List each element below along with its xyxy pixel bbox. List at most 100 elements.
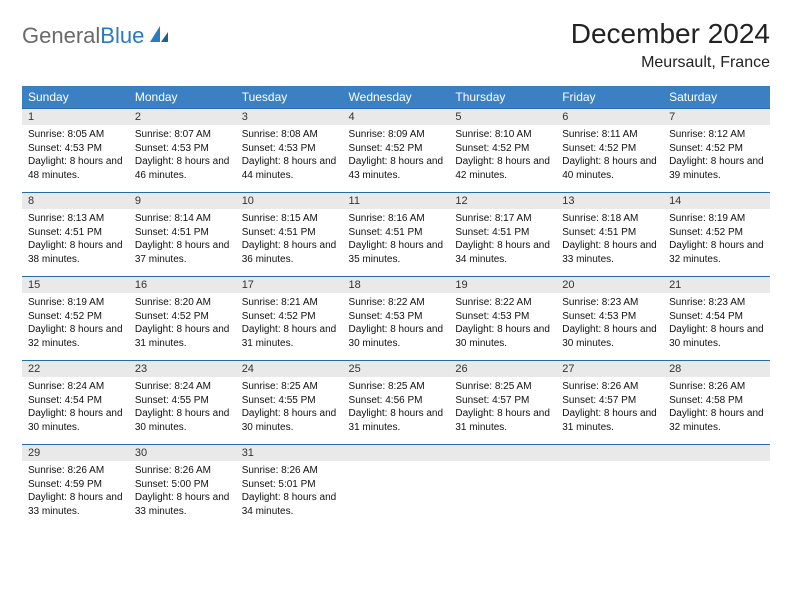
day-body: Sunrise: 8:14 AMSunset: 4:51 PMDaylight:…: [129, 209, 236, 270]
sunset-line: Sunset: 4:52 PM: [349, 142, 444, 156]
day-body: Sunrise: 8:11 AMSunset: 4:52 PMDaylight:…: [556, 125, 663, 186]
sunset-line: Sunset: 4:51 PM: [28, 226, 123, 240]
calendar-head: SundayMondayTuesdayWednesdayThursdayFrid…: [22, 86, 770, 108]
calendar-day: 31Sunrise: 8:26 AMSunset: 5:01 PMDayligh…: [236, 444, 343, 528]
header: GeneralBlue December 2024 Meursault, Fra…: [22, 18, 770, 72]
sunset-line: Sunset: 4:52 PM: [562, 142, 657, 156]
sunset-line: Sunset: 4:52 PM: [669, 226, 764, 240]
day-number: 31: [236, 444, 343, 461]
day-number: 23: [129, 360, 236, 377]
sunset-line: Sunset: 4:53 PM: [242, 142, 337, 156]
sunset-line: Sunset: 4:53 PM: [455, 310, 550, 324]
day-body: Sunrise: 8:25 AMSunset: 4:57 PMDaylight:…: [449, 377, 556, 438]
sunset-line: Sunset: 4:58 PM: [669, 394, 764, 408]
daylight-line: Daylight: 8 hours and 39 minutes.: [669, 155, 764, 182]
sunrise-line: Sunrise: 8:24 AM: [135, 380, 230, 394]
daylight-line: Daylight: 8 hours and 37 minutes.: [135, 239, 230, 266]
sunrise-line: Sunrise: 8:25 AM: [349, 380, 444, 394]
calendar-day: 21Sunrise: 8:23 AMSunset: 4:54 PMDayligh…: [663, 276, 770, 360]
day-number: 10: [236, 192, 343, 209]
day-body: Sunrise: 8:26 AMSunset: 4:57 PMDaylight:…: [556, 377, 663, 438]
daylight-line: Daylight: 8 hours and 31 minutes.: [349, 407, 444, 434]
day-body: Sunrise: 8:19 AMSunset: 4:52 PMDaylight:…: [663, 209, 770, 270]
day-number: 9: [129, 192, 236, 209]
day-body: Sunrise: 8:09 AMSunset: 4:52 PMDaylight:…: [343, 125, 450, 186]
sunrise-line: Sunrise: 8:26 AM: [135, 464, 230, 478]
sunset-line: Sunset: 4:51 PM: [349, 226, 444, 240]
daylight-line: Daylight: 8 hours and 30 minutes.: [562, 323, 657, 350]
calendar-day: 2Sunrise: 8:07 AMSunset: 4:53 PMDaylight…: [129, 108, 236, 192]
calendar-day: 24Sunrise: 8:25 AMSunset: 4:55 PMDayligh…: [236, 360, 343, 444]
sunset-line: Sunset: 4:53 PM: [28, 142, 123, 156]
calendar-day: 22Sunrise: 8:24 AMSunset: 4:54 PMDayligh…: [22, 360, 129, 444]
sunset-line: Sunset: 4:53 PM: [135, 142, 230, 156]
day-body: Sunrise: 8:07 AMSunset: 4:53 PMDaylight:…: [129, 125, 236, 186]
weekday-header: Sunday: [22, 86, 129, 108]
day-number: 7: [663, 108, 770, 125]
day-body: Sunrise: 8:24 AMSunset: 4:55 PMDaylight:…: [129, 377, 236, 438]
daylight-line: Daylight: 8 hours and 33 minutes.: [28, 491, 123, 518]
sunrise-line: Sunrise: 8:05 AM: [28, 128, 123, 142]
daylight-line: Daylight: 8 hours and 33 minutes.: [562, 239, 657, 266]
calendar-week: 29Sunrise: 8:26 AMSunset: 4:59 PMDayligh…: [22, 444, 770, 528]
sunset-line: Sunset: 5:01 PM: [242, 478, 337, 492]
sunrise-line: Sunrise: 8:13 AM: [28, 212, 123, 226]
calendar-day: 23Sunrise: 8:24 AMSunset: 4:55 PMDayligh…: [129, 360, 236, 444]
day-number: 6: [556, 108, 663, 125]
calendar-day: 11Sunrise: 8:16 AMSunset: 4:51 PMDayligh…: [343, 192, 450, 276]
calendar-day: 15Sunrise: 8:19 AMSunset: 4:52 PMDayligh…: [22, 276, 129, 360]
daylight-line: Daylight: 8 hours and 34 minutes.: [455, 239, 550, 266]
sunrise-line: Sunrise: 8:26 AM: [669, 380, 764, 394]
calendar-day: 4Sunrise: 8:09 AMSunset: 4:52 PMDaylight…: [343, 108, 450, 192]
month-title: December 2024: [571, 18, 770, 50]
day-body: Sunrise: 8:08 AMSunset: 4:53 PMDaylight:…: [236, 125, 343, 186]
calendar-day: [449, 444, 556, 528]
daylight-line: Daylight: 8 hours and 46 minutes.: [135, 155, 230, 182]
day-number: 17: [236, 276, 343, 293]
day-body: Sunrise: 8:13 AMSunset: 4:51 PMDaylight:…: [22, 209, 129, 270]
day-number: 16: [129, 276, 236, 293]
sunrise-line: Sunrise: 8:21 AM: [242, 296, 337, 310]
calendar-day: 19Sunrise: 8:22 AMSunset: 4:53 PMDayligh…: [449, 276, 556, 360]
day-number: 27: [556, 360, 663, 377]
sunset-line: Sunset: 4:55 PM: [242, 394, 337, 408]
sunset-line: Sunset: 4:57 PM: [562, 394, 657, 408]
day-body: Sunrise: 8:23 AMSunset: 4:54 PMDaylight:…: [663, 293, 770, 354]
calendar-day: 3Sunrise: 8:08 AMSunset: 4:53 PMDaylight…: [236, 108, 343, 192]
daylight-line: Daylight: 8 hours and 33 minutes.: [135, 491, 230, 518]
sunrise-line: Sunrise: 8:08 AM: [242, 128, 337, 142]
sunrise-line: Sunrise: 8:19 AM: [28, 296, 123, 310]
day-body: Sunrise: 8:15 AMSunset: 4:51 PMDaylight:…: [236, 209, 343, 270]
calendar-day: 27Sunrise: 8:26 AMSunset: 4:57 PMDayligh…: [556, 360, 663, 444]
sunset-line: Sunset: 4:57 PM: [455, 394, 550, 408]
sunset-line: Sunset: 4:56 PM: [349, 394, 444, 408]
sunrise-line: Sunrise: 8:22 AM: [455, 296, 550, 310]
calendar-day: 17Sunrise: 8:21 AMSunset: 4:52 PMDayligh…: [236, 276, 343, 360]
day-body: Sunrise: 8:26 AMSunset: 5:01 PMDaylight:…: [236, 461, 343, 522]
day-body: Sunrise: 8:19 AMSunset: 4:52 PMDaylight:…: [22, 293, 129, 354]
day-number: 20: [556, 276, 663, 293]
daylight-line: Daylight: 8 hours and 36 minutes.: [242, 239, 337, 266]
day-body: Sunrise: 8:12 AMSunset: 4:52 PMDaylight:…: [663, 125, 770, 186]
day-number: 24: [236, 360, 343, 377]
sunset-line: Sunset: 4:51 PM: [562, 226, 657, 240]
calendar-week: 1Sunrise: 8:05 AMSunset: 4:53 PMDaylight…: [22, 108, 770, 192]
sunrise-line: Sunrise: 8:26 AM: [28, 464, 123, 478]
brand-text: GeneralBlue: [22, 25, 144, 47]
sunrise-line: Sunrise: 8:07 AM: [135, 128, 230, 142]
sunrise-line: Sunrise: 8:22 AM: [349, 296, 444, 310]
weekday-header: Thursday: [449, 86, 556, 108]
day-number: 15: [22, 276, 129, 293]
calendar-day: 13Sunrise: 8:18 AMSunset: 4:51 PMDayligh…: [556, 192, 663, 276]
day-number: 5: [449, 108, 556, 125]
weekday-header: Saturday: [663, 86, 770, 108]
sunrise-line: Sunrise: 8:26 AM: [242, 464, 337, 478]
title-block: December 2024 Meursault, France: [571, 18, 770, 72]
sunrise-line: Sunrise: 8:25 AM: [455, 380, 550, 394]
day-body: Sunrise: 8:17 AMSunset: 4:51 PMDaylight:…: [449, 209, 556, 270]
sunrise-line: Sunrise: 8:20 AM: [135, 296, 230, 310]
calendar-day: 25Sunrise: 8:25 AMSunset: 4:56 PMDayligh…: [343, 360, 450, 444]
sunrise-line: Sunrise: 8:23 AM: [669, 296, 764, 310]
sunrise-line: Sunrise: 8:11 AM: [562, 128, 657, 142]
calendar-table: SundayMondayTuesdayWednesdayThursdayFrid…: [22, 86, 770, 528]
